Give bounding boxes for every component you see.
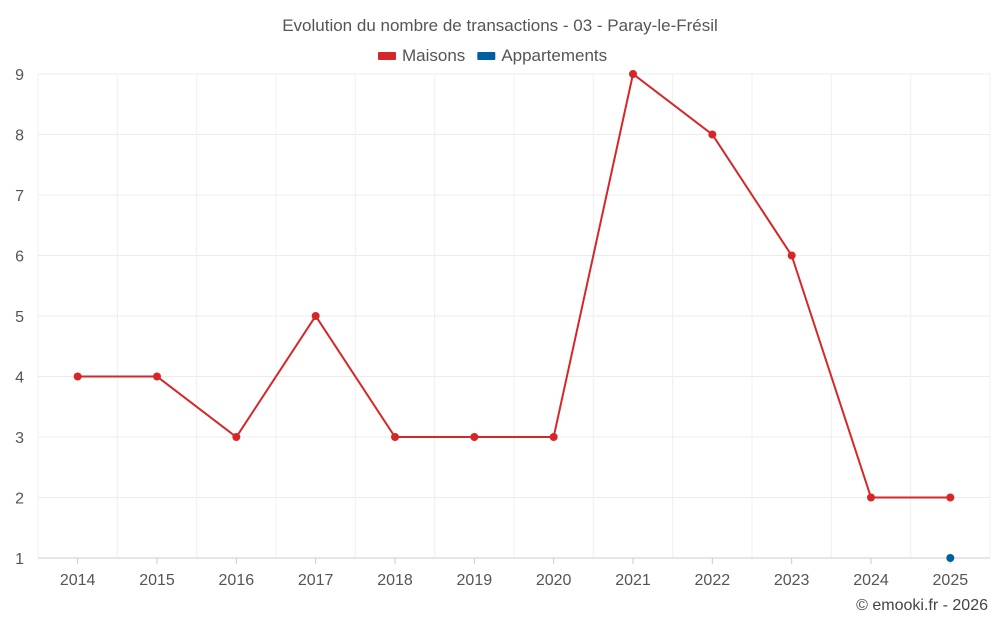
legend-swatch xyxy=(378,52,396,60)
y-tick-label: 6 xyxy=(15,249,24,266)
credit-text: © emooki.fr - 2026 xyxy=(856,597,988,614)
legend[interactable]: Maisons Appartements xyxy=(378,46,607,65)
series-maisons xyxy=(73,70,955,502)
axes: 1 2 3 4 5 6 7 8 9 2014 2015 2016 2017 2018 2019 2020 202… xyxy=(15,67,990,589)
data-point[interactable] xyxy=(787,251,796,260)
series-layer xyxy=(73,70,955,562)
legend-item-appartements[interactable]: Appartements xyxy=(477,46,607,65)
chart-title: Evolution du nombre de transactions - 03… xyxy=(282,16,718,35)
data-point[interactable] xyxy=(946,554,955,562)
data-point[interactable] xyxy=(232,433,241,441)
x-tick-label: 2015 xyxy=(139,572,175,589)
y-tick-label: 3 xyxy=(15,430,24,447)
x-tick-label: 2020 xyxy=(536,572,572,589)
x-tick-label: 2014 xyxy=(60,572,96,589)
x-tick-label: 2021 xyxy=(615,572,651,589)
x-tick-label: 2023 xyxy=(774,572,810,589)
y-tick-label: 7 xyxy=(15,188,24,205)
data-point[interactable] xyxy=(946,493,955,502)
legend-label: Appartements xyxy=(501,46,607,65)
y-tick-label: 1 xyxy=(15,551,24,568)
x-tick-label: 2024 xyxy=(853,572,889,589)
data-point[interactable] xyxy=(629,70,637,78)
data-point[interactable] xyxy=(867,493,875,502)
data-point[interactable] xyxy=(311,312,320,320)
series-appartements xyxy=(946,554,955,562)
data-point[interactable] xyxy=(549,433,558,441)
data-point[interactable] xyxy=(708,130,717,139)
x-tick-label: 2018 xyxy=(377,572,413,589)
data-point[interactable] xyxy=(73,372,82,381)
y-tick-label: 2 xyxy=(15,491,24,508)
y-tick-label: 9 xyxy=(15,67,24,84)
legend-swatch xyxy=(477,52,496,60)
data-point[interactable] xyxy=(470,433,479,441)
data-point[interactable] xyxy=(153,372,161,381)
series-line xyxy=(77,72,951,499)
x-tick-label: 2019 xyxy=(457,572,493,589)
legend-label: Maisons xyxy=(402,46,465,65)
y-tick-label: 5 xyxy=(15,309,24,326)
x-tick-label: 2016 xyxy=(219,572,255,589)
grid xyxy=(37,73,991,559)
y-tick-label: 8 xyxy=(15,128,24,145)
x-tick-label: 2017 xyxy=(298,572,334,589)
data-point[interactable] xyxy=(391,433,399,441)
legend-item-maisons[interactable]: Maisons xyxy=(378,46,465,65)
y-tick-label: 4 xyxy=(15,370,24,387)
x-tick-label: 2022 xyxy=(695,572,731,589)
x-tick-label: 2025 xyxy=(933,572,969,589)
